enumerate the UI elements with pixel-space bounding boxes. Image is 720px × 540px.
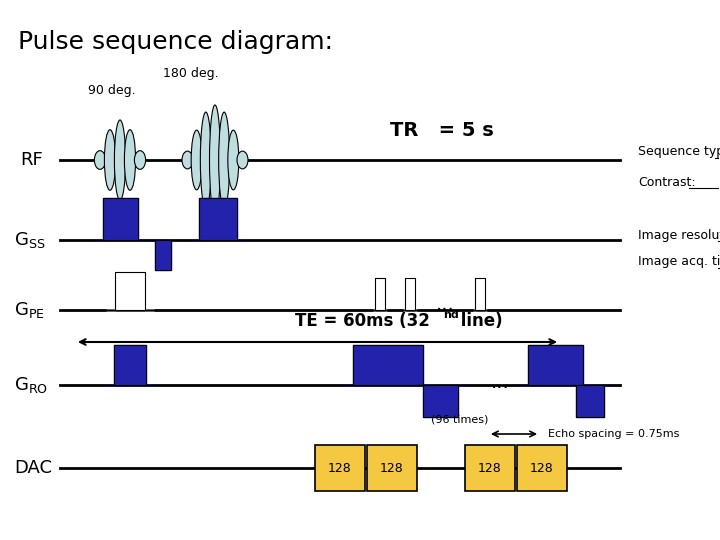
Polygon shape [92, 198, 148, 240]
Text: nd: nd [443, 310, 459, 320]
Ellipse shape [135, 151, 145, 170]
Polygon shape [188, 198, 248, 240]
Text: line): line) [455, 312, 503, 330]
Polygon shape [518, 345, 593, 385]
Ellipse shape [200, 112, 212, 208]
Text: Echo spacing = 0.75ms: Echo spacing = 0.75ms [548, 429, 680, 439]
FancyBboxPatch shape [517, 445, 567, 491]
Text: ...: ... [436, 295, 454, 314]
Ellipse shape [114, 120, 125, 200]
Ellipse shape [237, 151, 248, 169]
Polygon shape [570, 385, 610, 417]
FancyBboxPatch shape [315, 445, 365, 491]
Text: RF: RF [20, 151, 42, 169]
Text: Pulse sequence diagram:: Pulse sequence diagram: [18, 30, 333, 54]
Text: 128: 128 [380, 462, 404, 475]
Text: ...: ... [490, 373, 509, 392]
Ellipse shape [182, 151, 193, 169]
Text: 128: 128 [478, 462, 502, 475]
Ellipse shape [192, 130, 202, 190]
Text: G$_{\mathsf{SS}}$: G$_{\mathsf{SS}}$ [14, 230, 45, 250]
Text: TR   = 5 s: TR = 5 s [390, 120, 494, 139]
Text: G$_{\mathsf{RO}}$: G$_{\mathsf{RO}}$ [14, 375, 48, 395]
FancyBboxPatch shape [367, 445, 417, 491]
Ellipse shape [125, 130, 135, 190]
Polygon shape [373, 278, 387, 310]
Text: 90 deg.: 90 deg. [88, 84, 135, 97]
Text: 128: 128 [530, 462, 554, 475]
Polygon shape [473, 278, 487, 310]
Text: G$_{\mathsf{PE}}$: G$_{\mathsf{PE}}$ [14, 300, 45, 320]
Polygon shape [341, 345, 436, 385]
Ellipse shape [94, 151, 106, 170]
Polygon shape [403, 278, 417, 310]
Polygon shape [105, 345, 155, 385]
Text: Image acq. time:: Image acq. time: [638, 255, 720, 268]
Text: DAC: DAC [14, 459, 52, 477]
Ellipse shape [210, 105, 220, 215]
Text: Sequence type:: Sequence type: [638, 145, 720, 159]
Ellipse shape [228, 130, 239, 190]
Text: Contrast:: Contrast: [638, 176, 696, 188]
Text: TE = 60ms (32: TE = 60ms (32 [295, 312, 430, 330]
Polygon shape [415, 385, 465, 417]
Text: 180 deg.: 180 deg. [163, 67, 219, 80]
Text: (96 times): (96 times) [431, 414, 489, 424]
Text: Image resolution:: Image resolution: [638, 228, 720, 241]
Ellipse shape [219, 112, 230, 208]
Ellipse shape [104, 130, 116, 190]
Polygon shape [149, 240, 177, 270]
FancyBboxPatch shape [465, 445, 515, 491]
Text: 128: 128 [328, 462, 352, 475]
Polygon shape [106, 272, 154, 310]
